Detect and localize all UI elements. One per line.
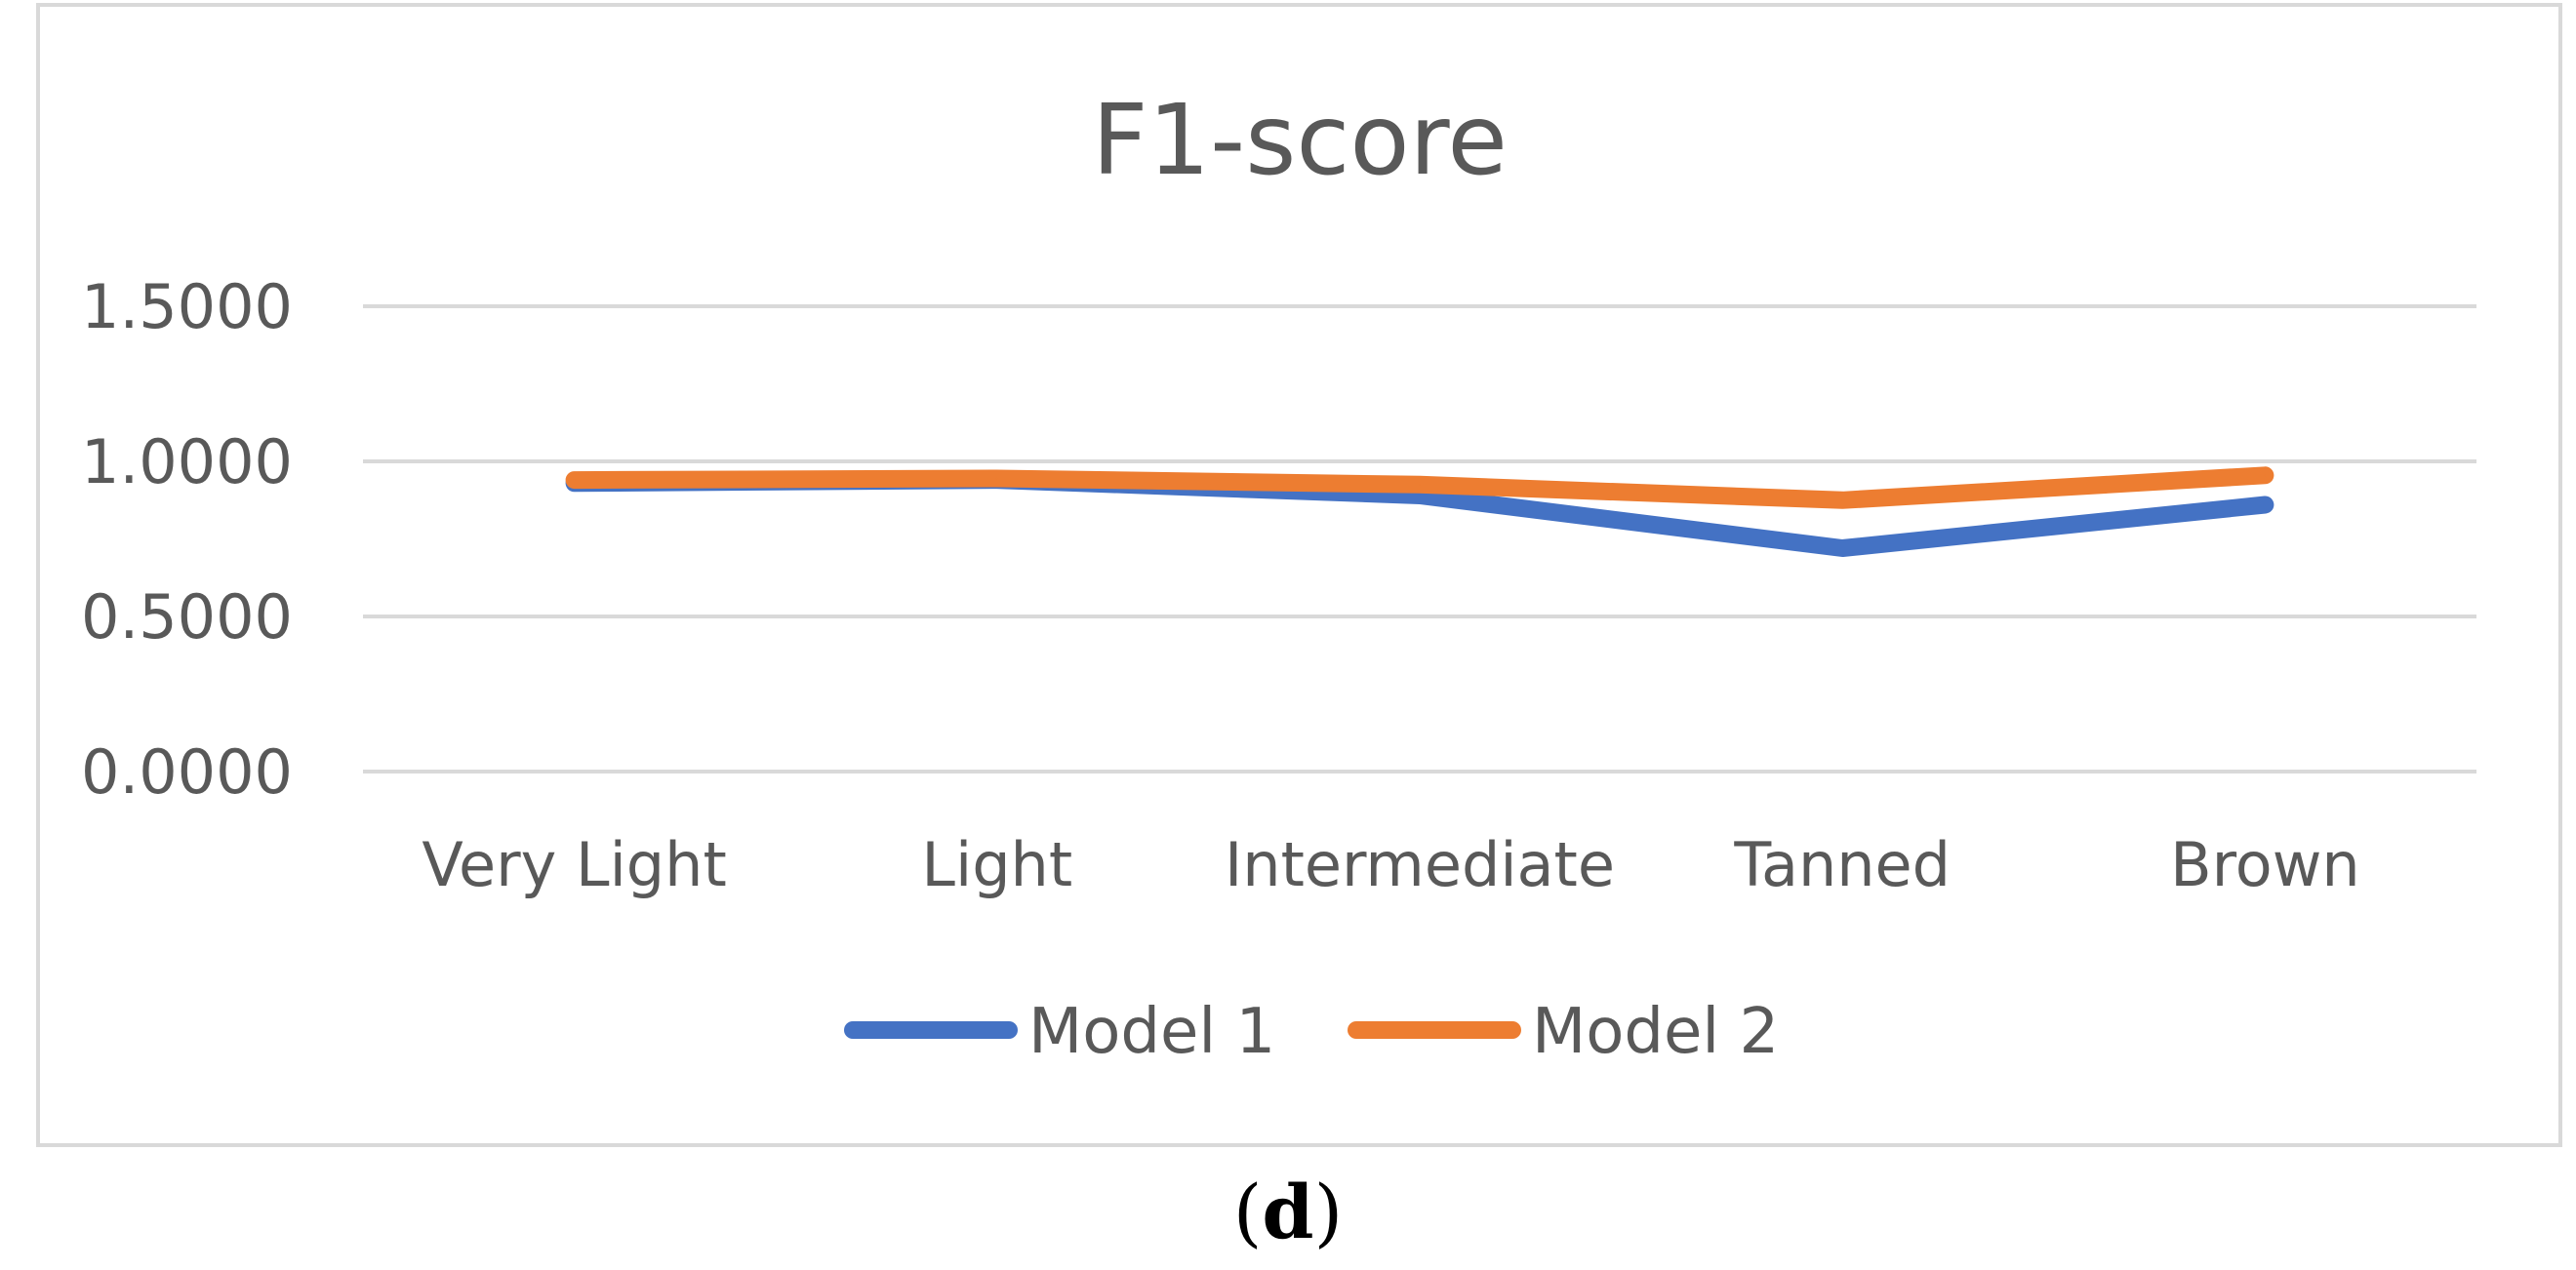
caption-open-paren: (: [1232, 1169, 1263, 1255]
series-2-point-3: [1841, 498, 1844, 501]
series-2-point-0: [573, 479, 576, 482]
chart-svg: F1-score 0.0000 0.5000 1.0000 1.5000 Very L…: [81, 83, 2476, 1068]
figure-caption: (d): [0, 1169, 2576, 1255]
series-2-point-2: [1419, 483, 1421, 486]
x-tick-label-3: Tanned: [1733, 829, 1951, 900]
y-tick-label-2: 1.0000: [81, 426, 293, 497]
chart-title: F1-score: [1092, 83, 1508, 197]
chart-frame: [36, 3, 2562, 1147]
grid-layer: [363, 304, 2476, 774]
y-tick-label-0: 0.0000: [81, 736, 293, 808]
caption-letter: d: [1262, 1169, 1314, 1255]
y-axis-ticks: 0.0000 0.5000 1.0000 1.5000: [81, 271, 293, 808]
series-2-point-1: [995, 477, 998, 480]
x-tick-label-0: Very Light: [422, 829, 726, 900]
x-tick-label-2: Intermediate: [1225, 829, 1615, 900]
legend-label-2: Model 2: [1532, 996, 1779, 1068]
series-2-point-4: [2264, 474, 2267, 477]
legend-label-1: Model 1: [1028, 996, 1275, 1068]
x-tick-label-4: Brown: [2170, 829, 2360, 900]
caption-close-paren: ): [1313, 1169, 1344, 1255]
series-1-point-4: [2264, 503, 2267, 506]
x-tick-label-1: Light: [921, 829, 1072, 900]
y-tick-label-3: 1.5000: [81, 271, 293, 342]
series-1-point-3: [1841, 547, 1844, 550]
series-layer: [565, 466, 2274, 557]
legend: Model 1 Model 2: [844, 996, 1779, 1068]
x-axis-ticks: Very Light Light Intermediate Tanned Brown: [422, 829, 2359, 900]
y-tick-label-1: 0.5000: [81, 581, 293, 653]
series-1-point-2: [1419, 494, 1421, 496]
